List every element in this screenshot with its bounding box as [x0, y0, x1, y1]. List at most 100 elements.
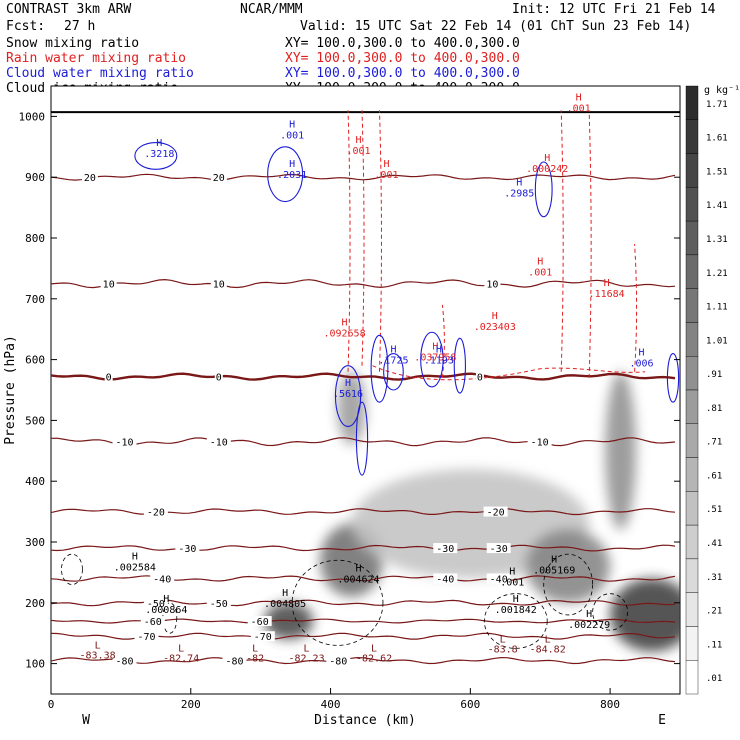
colorbar-label: .41 — [706, 539, 722, 549]
label-bg — [143, 506, 168, 517]
label-bg — [486, 573, 511, 584]
forecast-label: Fcst: — [6, 19, 46, 34]
temperature-contour-label: -10 — [210, 438, 228, 449]
snow-min-value: -82.23 — [288, 654, 324, 665]
y-tick-label: 900 — [25, 171, 45, 184]
temperature-contour-label: -70 — [137, 632, 155, 643]
temperature-contour-label: -50 — [147, 599, 165, 610]
snow-shade-blob — [351, 469, 590, 579]
temperature-contour-label: -60 — [144, 617, 162, 628]
label-bg — [247, 616, 272, 627]
colorbar-swatch — [685, 254, 699, 289]
x-tick-label: 200 — [181, 698, 201, 711]
snow-min-value: -82.62 — [356, 654, 392, 665]
snow-max-value: .004624 — [337, 575, 379, 586]
colorbar-label: 1.21 — [706, 269, 728, 279]
colorbar-swatch — [685, 660, 699, 695]
rain-max-h-marker: H — [576, 92, 582, 103]
legend-cloudwater-xy: XY= 100.0,300.0 to 400.0,300.0 — [285, 66, 520, 81]
y-axis-label: Pressure (hPa) — [3, 335, 18, 445]
colorbar-unit: g kg⁻¹ — [704, 85, 740, 96]
snow-max-h-marker: H — [586, 609, 592, 620]
snow-max-value: .001842 — [495, 605, 537, 616]
colorbar-label: .81 — [706, 404, 722, 414]
legend-cloudwater-label: Cloud water mixing ratio — [6, 66, 194, 81]
rain-max-value: .037958 — [414, 353, 456, 364]
y-tick-label: 600 — [25, 354, 45, 367]
snow-min-value: -84.82 — [530, 644, 566, 655]
snow-contour — [291, 559, 384, 646]
rain-max-value: .001 — [374, 170, 398, 181]
label-bg — [175, 543, 200, 554]
temperature-contour — [51, 278, 676, 289]
temperature-contour-label: 10 — [486, 280, 498, 291]
temperature-contour-label: 20 — [84, 173, 96, 184]
label-bg — [100, 278, 117, 289]
snow-max-value: .002279 — [568, 620, 610, 631]
rain-max-value: .001 — [567, 103, 591, 114]
colorbar-swatch — [685, 119, 699, 154]
colorbar-swatch — [685, 153, 699, 188]
temperature-contour-label: 0 — [477, 373, 483, 384]
cloud-water-max-h-marker: H — [516, 177, 522, 188]
temperature-contour-label: -60 — [251, 617, 269, 628]
y-tick-label: 300 — [25, 536, 45, 549]
snow-min-marker: L — [178, 644, 184, 655]
y-tick-label: 100 — [25, 658, 45, 671]
snow-max-h-marker: H — [513, 594, 519, 605]
init-time: Init: 12 UTC Fri 21 Feb 14 — [512, 2, 716, 17]
cloud-water-contour — [370, 334, 389, 403]
label-bg — [210, 172, 227, 183]
legend-snow-xy: XY= 100.0,300.0 to 400.0,300.0 — [285, 36, 520, 51]
colorbar-swatch — [685, 491, 699, 526]
rain-contour — [441, 304, 445, 378]
label-bg — [143, 597, 168, 608]
cloud-water-max-value: .1725 — [378, 356, 408, 367]
colorbar-swatch — [685, 85, 699, 120]
label-bg — [112, 655, 137, 666]
snow-max-h-marker: H — [551, 554, 557, 565]
snow-max-h-marker: H — [355, 564, 361, 575]
cloud-water-contour — [666, 352, 680, 403]
x-end-west: W — [82, 713, 90, 728]
rain-max-h-marker: H — [355, 135, 361, 146]
cloud-water-contour — [267, 146, 304, 203]
colorbar-swatch — [685, 322, 699, 357]
cloud-water-contour — [134, 141, 178, 170]
cloud-water-max-h-marker: H — [345, 378, 351, 389]
cloud-water-max-h-marker: H — [156, 138, 162, 149]
cloud-water-max-value: .006 — [630, 359, 654, 370]
label-bg — [214, 371, 223, 382]
cloud-water-contour — [420, 331, 444, 388]
label-bg — [484, 278, 501, 289]
colorbar-label: .61 — [706, 471, 722, 481]
rain-max-h-marker: H — [604, 278, 610, 289]
rain-max-h-marker: H — [537, 256, 543, 267]
rain-max-value: .001 — [346, 146, 370, 157]
colorbar-swatch — [685, 220, 699, 256]
temperature-contour-label: -80 — [225, 657, 243, 668]
snow-contour — [483, 593, 548, 649]
y-tick-label: 200 — [25, 597, 45, 610]
label-bg — [206, 436, 231, 447]
temperature-contour-label: -80 — [115, 657, 133, 668]
cloud-water-max-value: .5616 — [333, 389, 363, 400]
cloud-water-max-h-marker: H — [436, 345, 442, 356]
colorbar-swatch — [685, 524, 699, 560]
cloud-water-contour — [334, 365, 362, 428]
colorbar-label: .71 — [706, 438, 722, 448]
temperature-contour-label: -80 — [329, 657, 347, 668]
label-bg — [104, 371, 113, 382]
rain-max-h-marker: H — [432, 342, 438, 353]
colorbar-swatch — [685, 288, 699, 323]
snow-min-marker: L — [252, 644, 258, 655]
snow-min-value: -83.8 — [488, 644, 518, 655]
cloud-water-max-h-marker: H — [289, 120, 295, 131]
y-tick-label: 400 — [25, 475, 45, 488]
colorbar-label: .91 — [706, 370, 722, 380]
legend-rain-label: Rain water mixing ratio — [6, 51, 187, 66]
rain-max-value: .092658 — [323, 328, 365, 339]
colorbar-swatch — [685, 457, 699, 492]
snow-contour — [61, 553, 83, 585]
